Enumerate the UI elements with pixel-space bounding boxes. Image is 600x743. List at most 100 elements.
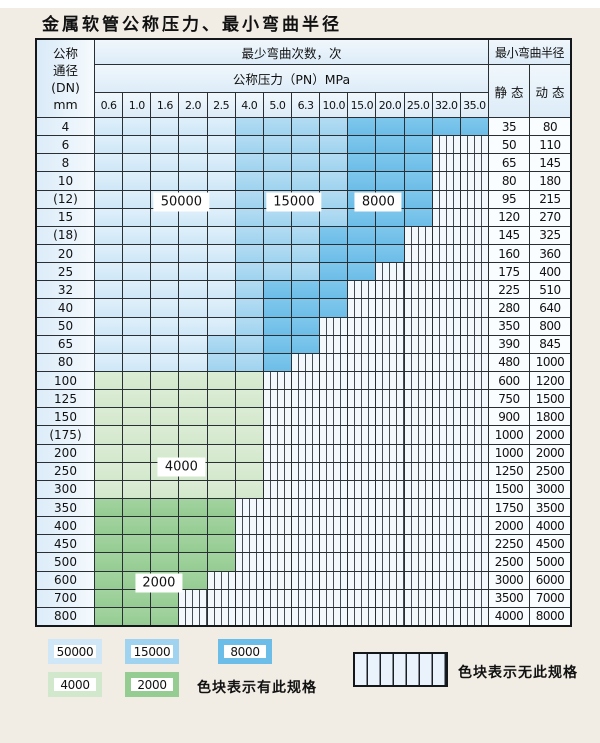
spec-cell-available [348, 263, 376, 281]
spec-cell-available [95, 136, 123, 154]
dynamic-radius-value: 7000 [529, 589, 570, 607]
spec-cell-available [179, 335, 207, 353]
spec-cell-unavailable [320, 444, 348, 462]
spec-cell-unavailable [207, 607, 235, 625]
spec-cell-available [376, 208, 404, 226]
spec-cell-available [123, 118, 151, 136]
header-min-bend-cycles: 最少弯曲次数，次 [95, 40, 488, 64]
spec-cell-unavailable [460, 589, 488, 607]
spec-cell-unavailable [348, 390, 376, 408]
spec-cell-unavailable [432, 480, 460, 498]
spec-cell-available [320, 299, 348, 317]
spec-cell-unavailable [404, 498, 432, 517]
dn-label: 4 [37, 118, 94, 136]
spec-cell-available [95, 299, 123, 317]
spec-cell-unavailable [460, 172, 488, 190]
spec-cell-available [263, 118, 291, 136]
spec-cell-available [235, 118, 263, 136]
spec-cell-unavailable [460, 226, 488, 244]
spec-cell-unavailable [404, 607, 432, 625]
dn-label: 15 [37, 208, 94, 226]
spec-cell-unavailable [376, 607, 404, 625]
spec-cell-available [404, 208, 432, 226]
spec-cell-available [179, 535, 207, 553]
spec-cell-unavailable [291, 498, 320, 517]
spec-cell-unavailable [291, 462, 320, 480]
spec-cell-available [207, 335, 235, 353]
legend-swatch-4000: 4000 [48, 672, 102, 697]
spec-cell-available [123, 172, 151, 190]
dynamic-radius-value: 1000 [529, 353, 570, 371]
spec-cell-available [291, 118, 320, 136]
dynamic-radius-value: 800 [529, 317, 570, 335]
spec-cell-unavailable [376, 263, 404, 281]
spec-cell-available [291, 263, 320, 281]
spec-cell-unavailable [320, 317, 348, 335]
static-radius-value: 160 [488, 244, 529, 263]
spec-cell-unavailable [404, 317, 432, 335]
legend-has-spec-text: 色块表示有此规格 [197, 680, 317, 696]
table-grid: 公称 通径 (DN) mm 最少弯曲次数，次 最小弯曲半径 公称压力（PN）MPa 静… [37, 40, 570, 625]
spec-cell-available [348, 172, 376, 190]
spec-cell-available [235, 244, 263, 263]
header-dn: 公称 通径 (DN) mm [37, 40, 94, 117]
spec-cell-available [179, 118, 207, 136]
dynamic-radius-value: 270 [529, 208, 570, 226]
spec-cell-available [291, 244, 320, 263]
spec-cell-unavailable [179, 607, 207, 625]
spec-cell-unavailable [320, 589, 348, 607]
spec-cell-available [320, 244, 348, 263]
spec-cell-available [207, 480, 235, 498]
header-min-bend-radius: 最小弯曲半径 [488, 40, 570, 64]
spec-cell-unavailable [460, 408, 488, 426]
spec-cell-available [235, 263, 263, 281]
spec-cell-available [320, 190, 348, 208]
spec-cell-available [235, 444, 263, 462]
spec-cell-unavailable [320, 371, 348, 390]
header-pressure-4.0: 4.0 [235, 93, 263, 117]
spec-cell-available [95, 172, 123, 190]
spec-cell-unavailable [263, 553, 291, 571]
spec-cell-available [235, 408, 263, 426]
spec-cell-available [348, 226, 376, 244]
spec-cell-unavailable [291, 390, 320, 408]
spec-cell-available [95, 208, 123, 226]
static-radius-value: 480 [488, 353, 529, 371]
spec-cell-available [291, 335, 320, 353]
spec-cell-available [95, 607, 123, 625]
spec-cell-unavailable [320, 408, 348, 426]
spec-cell-available [123, 263, 151, 281]
static-radius-value: 120 [488, 208, 529, 226]
spec-cell-available [123, 154, 151, 172]
header-pressure-10.0: 10.0 [320, 93, 348, 117]
spec-cell-unavailable [404, 226, 432, 244]
legend-swatch-15000: 15000 [125, 639, 179, 664]
spec-cell-unavailable [432, 589, 460, 607]
spec-cell-unavailable [348, 408, 376, 426]
spec-cell-unavailable [460, 317, 488, 335]
spec-cell-unavailable [348, 317, 376, 335]
dynamic-radius-value: 1500 [529, 390, 570, 408]
spec-cell-unavailable [291, 589, 320, 607]
spec-cell-available [151, 498, 179, 517]
spec-cell-available [123, 589, 151, 607]
spec-cell-unavailable [404, 299, 432, 317]
spec-cell-available [151, 589, 179, 607]
spec-cell-available [179, 390, 207, 408]
spec-cell-available [263, 172, 291, 190]
spec-cell-available [207, 371, 235, 390]
spec-cell-unavailable [263, 408, 291, 426]
spec-cell-available [151, 154, 179, 172]
spec-cell-unavailable [432, 136, 460, 154]
spec-cell-available [207, 498, 235, 517]
spec-cell-unavailable [320, 390, 348, 408]
dn-label: (12) [37, 190, 94, 208]
static-radius-value: 2000 [488, 517, 529, 535]
spec-cell-unavailable [460, 517, 488, 535]
spec-cell-unavailable [263, 480, 291, 498]
spec-cell-unavailable [348, 335, 376, 353]
spec-cell-available [123, 226, 151, 244]
header-pressure-20.0: 20.0 [376, 93, 404, 117]
spec-cell-unavailable [460, 154, 488, 172]
spec-cell-unavailable [404, 244, 432, 263]
